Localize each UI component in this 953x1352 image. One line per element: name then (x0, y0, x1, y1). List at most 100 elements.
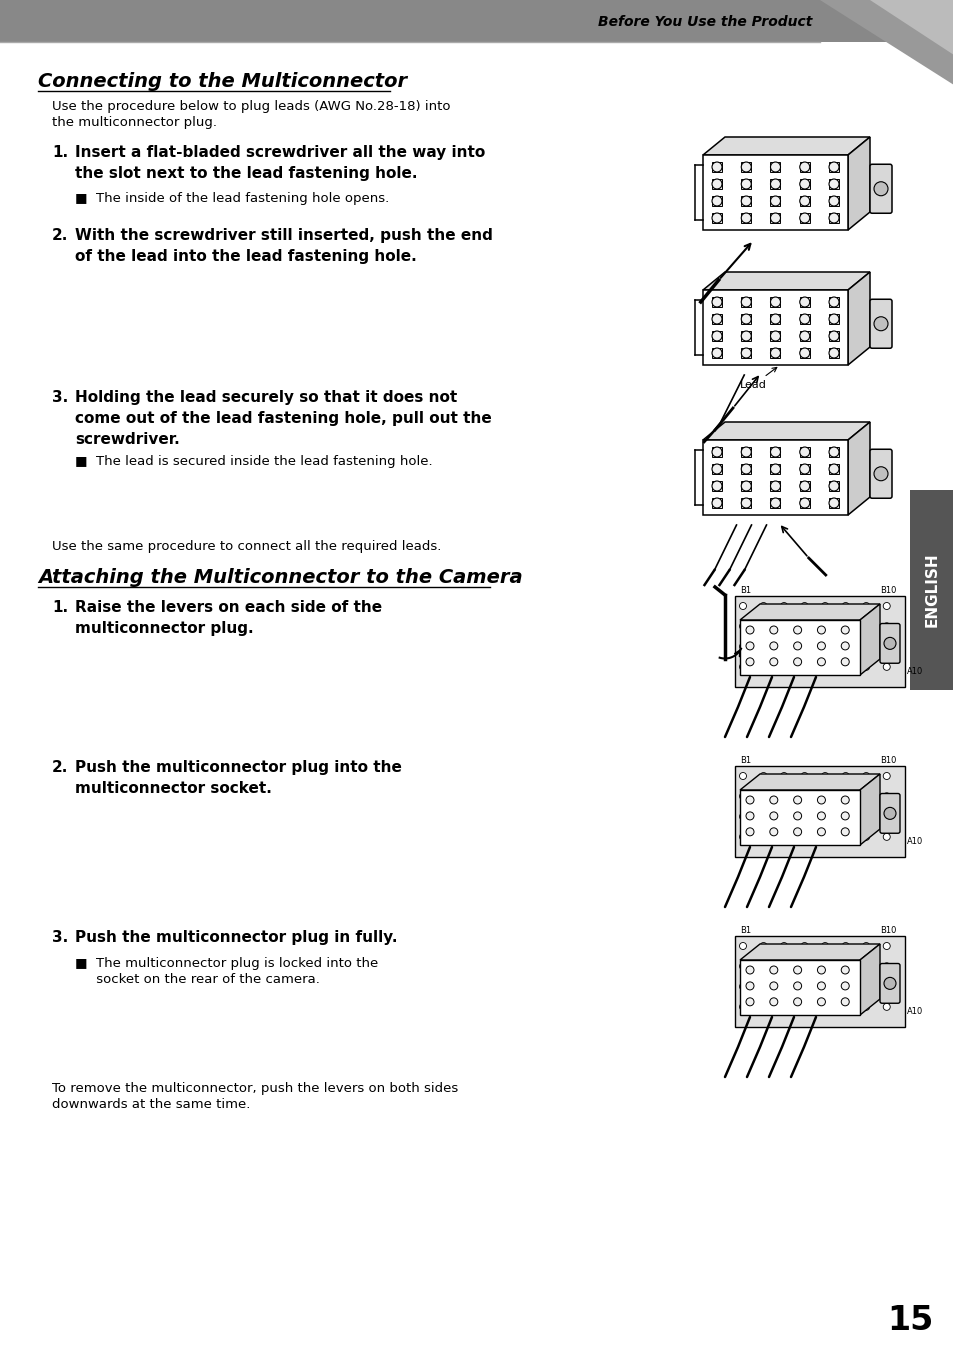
Circle shape (799, 481, 809, 491)
Bar (711, 214, 721, 223)
Circle shape (882, 942, 889, 949)
Polygon shape (702, 272, 869, 289)
Circle shape (801, 963, 807, 969)
Text: Insert a flat-bladed screwdriver all the way into
the slot next to the lead fast: Insert a flat-bladed screwdriver all the… (75, 145, 485, 181)
Circle shape (821, 833, 828, 841)
Polygon shape (859, 944, 879, 1015)
Circle shape (739, 644, 745, 650)
Polygon shape (702, 137, 869, 155)
Circle shape (862, 792, 869, 800)
Bar (770, 178, 780, 189)
Bar (828, 214, 838, 223)
Circle shape (821, 772, 828, 780)
Circle shape (862, 833, 869, 841)
Circle shape (760, 833, 766, 841)
Bar (734, 596, 904, 687)
Circle shape (841, 658, 848, 665)
Circle shape (793, 998, 801, 1006)
Circle shape (711, 214, 721, 223)
Polygon shape (847, 422, 869, 515)
Circle shape (873, 181, 887, 196)
Circle shape (817, 998, 824, 1006)
Circle shape (862, 983, 869, 990)
Circle shape (769, 642, 777, 650)
Circle shape (817, 626, 824, 634)
Circle shape (760, 792, 766, 800)
Circle shape (821, 664, 828, 671)
Bar (740, 960, 859, 1015)
Bar (711, 481, 721, 491)
Bar (770, 331, 780, 341)
Bar (711, 314, 721, 324)
Text: Use the same procedure to connect all the required leads.: Use the same procedure to connect all th… (52, 539, 441, 553)
Circle shape (760, 942, 766, 949)
Circle shape (828, 162, 838, 172)
Circle shape (769, 813, 777, 819)
Circle shape (799, 498, 809, 508)
Bar (702, 289, 847, 365)
Circle shape (739, 623, 745, 630)
Polygon shape (859, 604, 879, 675)
Circle shape (780, 1003, 787, 1010)
Circle shape (801, 833, 807, 841)
Circle shape (770, 196, 780, 206)
Circle shape (841, 965, 848, 973)
Circle shape (745, 658, 753, 665)
Circle shape (873, 466, 887, 481)
Bar (799, 331, 809, 341)
Circle shape (817, 982, 824, 990)
Circle shape (769, 796, 777, 804)
Circle shape (799, 162, 809, 172)
Circle shape (841, 644, 848, 650)
Circle shape (793, 982, 801, 990)
Bar (770, 196, 780, 206)
Circle shape (882, 772, 889, 780)
Text: 15: 15 (886, 1303, 932, 1337)
FancyBboxPatch shape (869, 449, 891, 499)
Circle shape (801, 792, 807, 800)
Circle shape (780, 813, 787, 821)
Bar (711, 196, 721, 206)
Circle shape (793, 827, 801, 836)
Bar (828, 178, 838, 189)
Circle shape (821, 983, 828, 990)
Bar (799, 162, 809, 172)
Circle shape (739, 792, 745, 800)
Circle shape (739, 772, 745, 780)
Circle shape (711, 498, 721, 508)
Circle shape (740, 481, 750, 491)
Text: ■  The lead is secured inside the lead fastening hole.: ■ The lead is secured inside the lead fa… (75, 456, 432, 468)
Circle shape (745, 642, 753, 650)
Text: B1: B1 (740, 585, 750, 595)
Circle shape (841, 796, 848, 804)
Circle shape (769, 965, 777, 973)
Circle shape (770, 178, 780, 189)
Circle shape (769, 658, 777, 665)
Bar (828, 347, 838, 358)
Circle shape (821, 644, 828, 650)
Text: A10: A10 (906, 837, 923, 846)
Circle shape (841, 626, 848, 634)
FancyBboxPatch shape (869, 299, 891, 349)
Circle shape (780, 644, 787, 650)
Circle shape (780, 983, 787, 990)
Circle shape (882, 603, 889, 610)
Circle shape (739, 963, 745, 969)
Text: To remove the multiconnector, push the levers on both sides: To remove the multiconnector, push the l… (52, 1082, 457, 1095)
Circle shape (780, 942, 787, 949)
Circle shape (770, 214, 780, 223)
Circle shape (862, 963, 869, 969)
Circle shape (841, 642, 848, 650)
Circle shape (770, 297, 780, 307)
Circle shape (769, 827, 777, 836)
Circle shape (780, 792, 787, 800)
Bar (799, 314, 809, 324)
Circle shape (760, 1003, 766, 1010)
Circle shape (817, 965, 824, 973)
Circle shape (801, 772, 807, 780)
Text: Attaching the Multiconnector to the Camera: Attaching the Multiconnector to the Came… (38, 568, 522, 587)
Circle shape (828, 481, 838, 491)
Polygon shape (740, 604, 879, 621)
Polygon shape (869, 0, 953, 55)
Circle shape (745, 998, 753, 1006)
